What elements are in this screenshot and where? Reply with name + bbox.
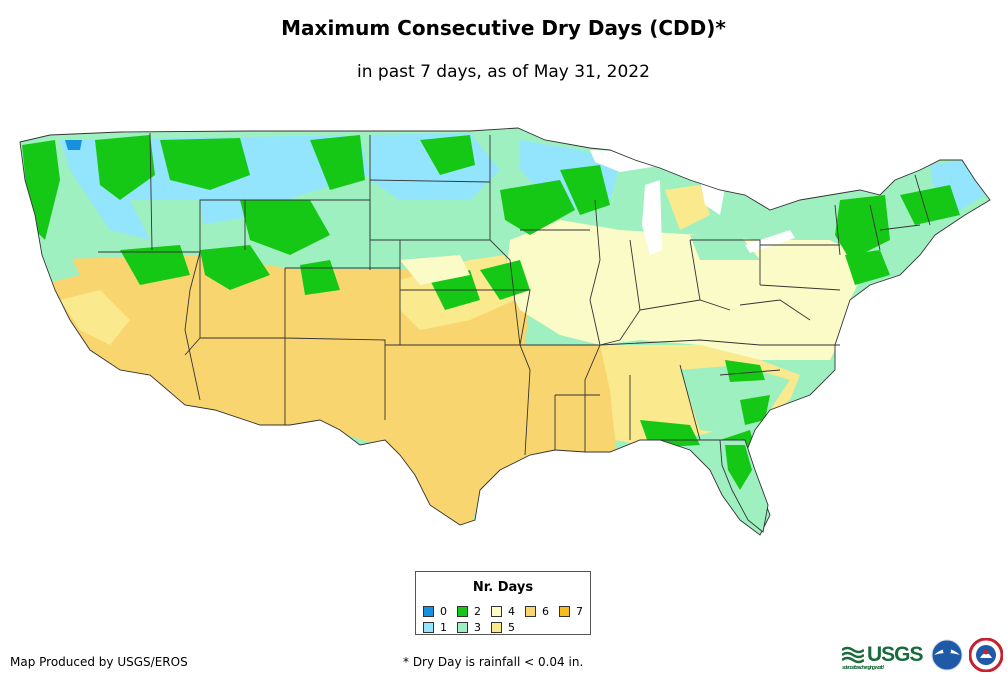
map-subtitle: in past 7 days, as of May 31, 2022 — [357, 62, 650, 82]
legend-row-bottom: 1 3 5 — [423, 619, 593, 635]
usgs-logo: USGS science for a changing world — [842, 643, 924, 671]
dry-day-footnote: * Dry Day is rainfall < 0.04 in. — [403, 655, 584, 669]
state-borders — [19, 127, 991, 536]
legend-item: 2 — [457, 605, 491, 618]
region-nebraska-4 — [400, 255, 470, 285]
legend-label: 5 — [508, 620, 515, 634]
lake-erie — [745, 230, 795, 253]
legend-item: 7 — [559, 605, 593, 618]
legend-label: 0 — [440, 604, 447, 618]
florida-green-2 — [725, 445, 752, 490]
legend-swatch — [559, 605, 570, 617]
legend-grid: 0 2 4 6 7 1 3 5 — [423, 603, 593, 635]
region-michigan-5 — [665, 185, 710, 230]
legend-swatch — [457, 621, 468, 633]
legend-item: 4 — [491, 605, 525, 618]
lake-superior — [590, 150, 665, 172]
region-carolinas-3 — [680, 365, 790, 435]
legend: Nr. Days 0 2 4 6 7 1 3 5 — [415, 571, 591, 635]
legend-item: 3 — [457, 621, 491, 634]
legend-swatch — [423, 605, 434, 617]
usgs-wordmark: USGS — [867, 643, 924, 666]
region-great-basin — [60, 290, 130, 345]
legend-label: 2 — [474, 604, 481, 618]
legend-swatch — [525, 605, 536, 617]
nws-logo-icon — [968, 638, 1003, 672]
legend-title: Nr. Days — [472, 580, 534, 595]
legend-label: 4 — [508, 604, 515, 618]
usgs-wave-icon — [842, 646, 864, 664]
legend-swatch — [457, 605, 468, 617]
map-producer: Map Produced by USGS/EROS — [10, 655, 188, 669]
legend-label: 3 — [474, 620, 481, 634]
map-title: Maximum Consecutive Dry Days (CDD)* — [281, 16, 726, 40]
lake-michigan — [642, 180, 662, 255]
region-midwest-4 — [505, 220, 870, 360]
legend-row-top: 0 2 4 6 7 — [423, 603, 593, 619]
region-washington-0 — [65, 140, 82, 150]
region-southwest-6 — [30, 255, 620, 530]
legend-item: 5 — [491, 621, 525, 634]
legend-item: 1 — [423, 621, 457, 634]
legend-label: 1 — [440, 620, 447, 634]
noaa-logo-icon — [931, 639, 963, 671]
legend-item: 6 — [525, 605, 559, 618]
legend-swatch — [491, 621, 502, 633]
legend-label: 7 — [576, 604, 583, 618]
us-dry-days-map — [19, 127, 991, 536]
usgs-tagline: science for a changing world — [842, 665, 884, 671]
legend-item: 0 — [423, 605, 457, 618]
legend-label: 6 — [542, 604, 549, 618]
legend-swatch — [491, 605, 502, 617]
lake-huron — [700, 180, 725, 215]
agency-logos: USGS science for a changing world — [842, 638, 1003, 672]
legend-swatch — [423, 621, 434, 633]
